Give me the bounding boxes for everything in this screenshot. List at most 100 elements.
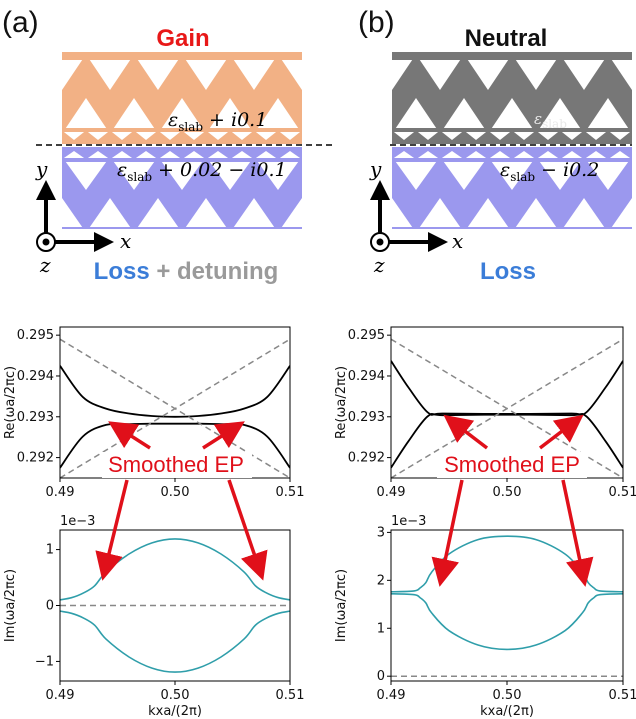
hole-triangle: [255, 151, 277, 158]
x-tick-label: 0.51: [276, 485, 305, 500]
hole-triangle: [441, 151, 463, 158]
hole-triangle: [395, 98, 437, 128]
hole-triangle: [185, 60, 227, 90]
plot-a-real-part: 0.49 0.50 0.51 0.292 0.293 0.294 0.295 Re(ωa/2π…: [3, 326, 305, 500]
panel-a-bottom-label: Loss + detuning: [94, 258, 279, 285]
y-tick-label: 0.295: [348, 328, 385, 343]
hole-triangle: [465, 132, 487, 140]
hole-triangle: [585, 151, 607, 158]
series-line-3: [60, 338, 290, 478]
series-line-0: [60, 365, 290, 418]
x-tick-label: 0.50: [161, 688, 190, 703]
ep-arrow-b4: [561, 479, 594, 587]
ep-label-a: Smoothed EP: [108, 452, 244, 477]
hole-triangle: [561, 151, 583, 158]
hole-triangle: [515, 198, 557, 227]
ep-annotation-a: Smoothed EP: [95, 421, 268, 581]
hole-triangle: [563, 60, 605, 90]
panel-b-bottom-label: Loss: [480, 258, 536, 285]
axis-multiplier: 1e−3: [391, 514, 426, 529]
hole-triangle: [111, 132, 133, 140]
ep-arrow-a4: [227, 479, 268, 581]
ep-label-b: Smoothed EP: [444, 452, 580, 477]
y-axis-label: Re(ωa/2πc): [3, 366, 18, 439]
neutral-slab-b: [392, 52, 632, 144]
hole-triangle: [539, 98, 581, 128]
plot-frame: [390, 529, 624, 682]
y-axis-label: Im(ωa/2πc): [3, 569, 18, 642]
hole-triangle: [441, 132, 463, 140]
hole-triangle: [159, 151, 181, 158]
hole-triangle: [113, 162, 155, 190]
hole-triangle: [609, 132, 631, 140]
gain-slab-a: [62, 52, 302, 144]
hole-triangle: [231, 151, 253, 158]
series-line-1: [391, 412, 623, 469]
hole-triangle: [491, 162, 533, 190]
hole-triangle: [62, 60, 83, 90]
panel-letter-b: (b): [358, 6, 395, 39]
x-tick-label: 0.49: [377, 688, 406, 703]
hole-triangle: [89, 198, 131, 227]
hole-triangle: [513, 151, 535, 158]
hole-triangle: [65, 98, 107, 128]
hole-triangle: [137, 198, 179, 227]
ep-arrow-b3: [431, 479, 464, 587]
hole-triangle: [491, 98, 533, 128]
axis-x-label-a: x: [120, 229, 131, 253]
hole-triangle: [231, 132, 253, 140]
hole-triangle: [419, 198, 461, 227]
hole-triangle: [587, 98, 629, 128]
hole-triangle: [209, 98, 251, 128]
hole-triangle: [489, 151, 511, 158]
x-tick-label: 0.51: [609, 485, 636, 500]
y-tick-label: 0.292: [17, 451, 54, 466]
panel-a-schematic: (a) Gain εslab + i0.1 εslab + 0.02 − i0.1 …: [2, 6, 336, 285]
hole-triangle: [135, 151, 157, 158]
hole-triangle: [183, 151, 205, 158]
panel-a-title: Gain: [156, 25, 209, 52]
hole-triangle: [279, 132, 301, 140]
eps-bot-label-b: εslab − i0.2: [500, 159, 599, 184]
y-tick-label: −1: [35, 654, 54, 669]
series-line-0: [60, 538, 290, 601]
hole-triangle: [513, 132, 535, 140]
hole-triangle: [137, 60, 179, 90]
hole-triangle: [185, 198, 227, 227]
hole-triangle: [393, 151, 415, 158]
hole-triangle: [111, 151, 133, 158]
hole-triangle: [537, 132, 559, 140]
hole-triangle: [395, 162, 437, 190]
x-tick-label: 0.49: [377, 485, 406, 500]
plot-b-real-part: 0.49 0.50 0.51 0.292 0.293 0.294 0.295 Re(ωa/2π…: [334, 326, 636, 500]
panel-letter-a: (a): [2, 6, 39, 39]
series-line-1: [60, 610, 290, 673]
hole-triangle: [392, 198, 413, 227]
series-line-1: [391, 593, 623, 651]
hole-triangle: [443, 98, 485, 128]
y-tick-label: 2: [377, 573, 385, 588]
hole-triangle: [392, 60, 413, 90]
y-tick-label: 0.294: [348, 369, 385, 384]
hole-triangle: [539, 162, 581, 190]
hole-triangle: [585, 132, 607, 140]
axis-multiplier: 1e−3: [60, 514, 95, 529]
hole-triangle: [611, 198, 632, 227]
hole-triangle: [207, 132, 229, 140]
x-axis-label: kxa/(2π): [148, 704, 202, 719]
hole-triangle: [257, 98, 299, 128]
hole-triangle: [62, 198, 83, 227]
hole-triangle: [255, 132, 277, 140]
y-tick-label: 0.295: [17, 328, 54, 343]
y-axis-label: Re(ωa/2πc): [334, 366, 349, 439]
hole-triangle: [87, 132, 109, 140]
ep-arrow-b2: [538, 414, 584, 450]
x-tick-label: 0.50: [161, 485, 190, 500]
x-tick-label: 0.49: [46, 485, 75, 500]
loss-slab-a: [62, 147, 302, 229]
y-tick-label: 1: [46, 543, 54, 558]
hole-triangle: [563, 198, 605, 227]
loss-slab-b: [392, 147, 632, 229]
hole-triangle: [609, 151, 631, 158]
hole-triangle: [561, 132, 583, 140]
